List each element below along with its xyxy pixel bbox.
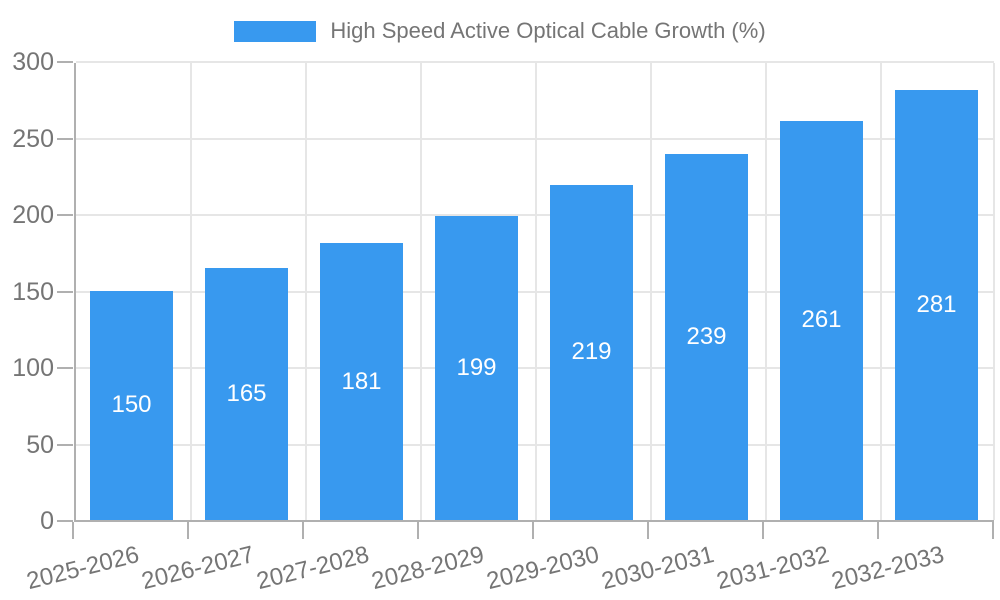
legend[interactable]: High Speed Active Optical Cable Growth (… <box>0 18 1000 44</box>
bar-value-label: 199 <box>456 353 497 381</box>
gridline-v <box>765 63 767 520</box>
bar[interactable]: 261 <box>780 120 863 520</box>
bar[interactable]: 281 <box>895 90 978 520</box>
x-axis-tick-label: 2029-2030 <box>483 541 602 596</box>
y-axis-tick <box>57 520 73 522</box>
x-axis-tick-label: 2026-2027 <box>138 541 257 596</box>
bar-value-label: 165 <box>226 379 267 407</box>
x-axis-tick-label: 2030-2031 <box>598 541 717 596</box>
x-axis-tick-label: 2032-2033 <box>828 541 947 596</box>
x-axis-tick <box>877 522 879 539</box>
legend-swatch-icon <box>234 20 317 42</box>
y-axis-tick <box>57 443 73 446</box>
bar-value-label: 181 <box>341 367 382 395</box>
bar-value-label: 261 <box>801 306 842 334</box>
plot-area: 150 165 181 199 219 239 261 281 <box>74 61 995 522</box>
gridline-v <box>305 63 307 520</box>
x-axis-tick <box>647 522 649 539</box>
bar-value-label: 219 <box>571 338 612 366</box>
x-axis-tick <box>417 522 419 539</box>
x-axis-tick-label: 2025-2026 <box>23 541 142 596</box>
legend-label: High Speed Active Optical Cable Growth (… <box>330 18 766 43</box>
bar[interactable]: 165 <box>205 267 288 520</box>
bar-value-label: 281 <box>916 291 957 319</box>
gridline-v <box>650 63 652 520</box>
gridline-v <box>535 63 537 520</box>
x-axis-tick <box>992 522 994 539</box>
y-axis-tick <box>57 367 73 369</box>
y-axis-tick-label: 50 <box>26 430 54 459</box>
bar[interactable]: 199 <box>435 215 518 520</box>
bar-value-label: 150 <box>111 391 152 419</box>
gridline-v <box>880 63 882 520</box>
x-axis-tick <box>72 522 74 539</box>
y-axis-tick-label: 250 <box>12 124 54 153</box>
y-axis-tick-label: 300 <box>12 48 54 76</box>
y-axis-tick-label: 150 <box>12 277 54 306</box>
bar[interactable]: 219 <box>550 184 633 520</box>
x-axis-tick-label: 2031-2032 <box>713 541 832 596</box>
x-axis-tick-label: 2028-2029 <box>368 541 487 596</box>
bar[interactable]: 239 <box>665 154 748 520</box>
x-axis-tick <box>532 522 534 539</box>
x-axis-tick <box>187 522 189 539</box>
y-axis-tick <box>57 290 73 293</box>
x-axis-tick <box>302 522 304 539</box>
x-axis-tick <box>762 522 764 539</box>
y-axis-tick-label: 100 <box>12 354 54 382</box>
y-axis-tick <box>57 61 73 63</box>
bar[interactable]: 181 <box>320 243 403 520</box>
bar-value-label: 239 <box>686 323 727 351</box>
x-axis-tick-label: 2027-2028 <box>253 541 372 596</box>
gridline-v <box>190 63 192 520</box>
gridline-v <box>420 63 422 520</box>
bar[interactable]: 150 <box>90 290 173 520</box>
y-axis-tick <box>57 214 73 216</box>
y-axis-tick-label: 0 <box>40 507 54 535</box>
gridline-h <box>76 61 994 63</box>
gridline-v <box>993 63 995 520</box>
y-axis-tick <box>57 137 73 140</box>
y-axis-tick-label: 200 <box>12 201 54 229</box>
